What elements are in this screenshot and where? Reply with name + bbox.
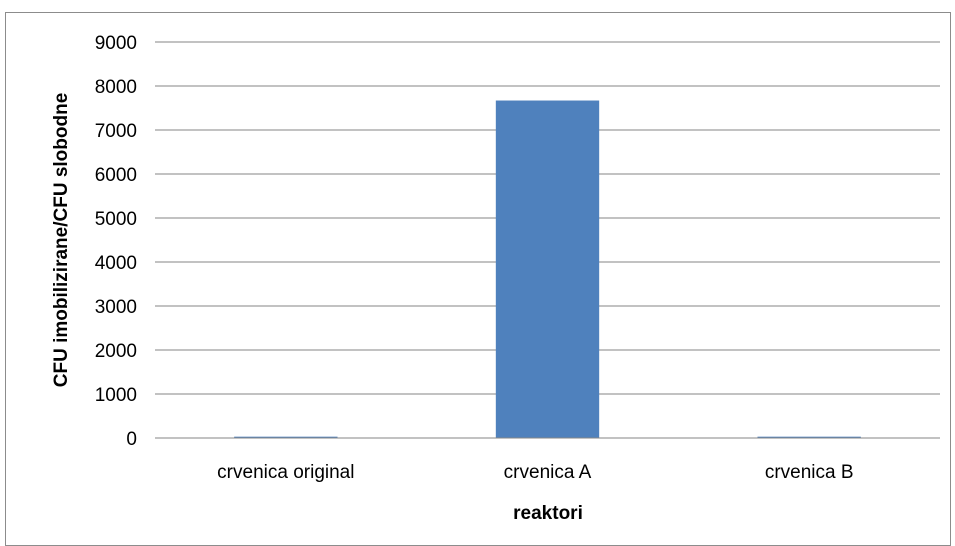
x-axis-title: reaktori	[513, 503, 583, 524]
y-axis-title: CFU imobilizirane/CFU slobodne	[51, 93, 72, 388]
y-tick-label: 4000	[95, 253, 137, 274]
y-tick-label: 6000	[95, 165, 137, 186]
y-tick-labels: 0 1000 2000 3000 4000 5000 6000 7000 8000 9000	[95, 33, 137, 450]
y-tick-label: 1000	[95, 385, 137, 406]
bar	[234, 436, 338, 439]
x-category-label: crvenica original	[217, 462, 354, 483]
x-category-label: crvenica A	[504, 462, 592, 483]
y-tick-label: 3000	[95, 297, 137, 318]
x-category-labels: crvenica original crvenica A crvenica B	[217, 462, 853, 483]
bar	[495, 100, 600, 439]
x-category-label: crvenica B	[765, 462, 854, 483]
bars	[234, 100, 861, 439]
y-tick-label: 9000	[95, 33, 137, 54]
y-tick-label: 0	[126, 429, 137, 450]
y-tick-label: 7000	[95, 121, 137, 142]
chart-area	[5, 12, 951, 546]
y-tick-label: 5000	[95, 209, 137, 230]
y-tick-label: 8000	[95, 77, 137, 98]
bar	[757, 436, 861, 439]
y-tick-label: 2000	[95, 341, 137, 362]
